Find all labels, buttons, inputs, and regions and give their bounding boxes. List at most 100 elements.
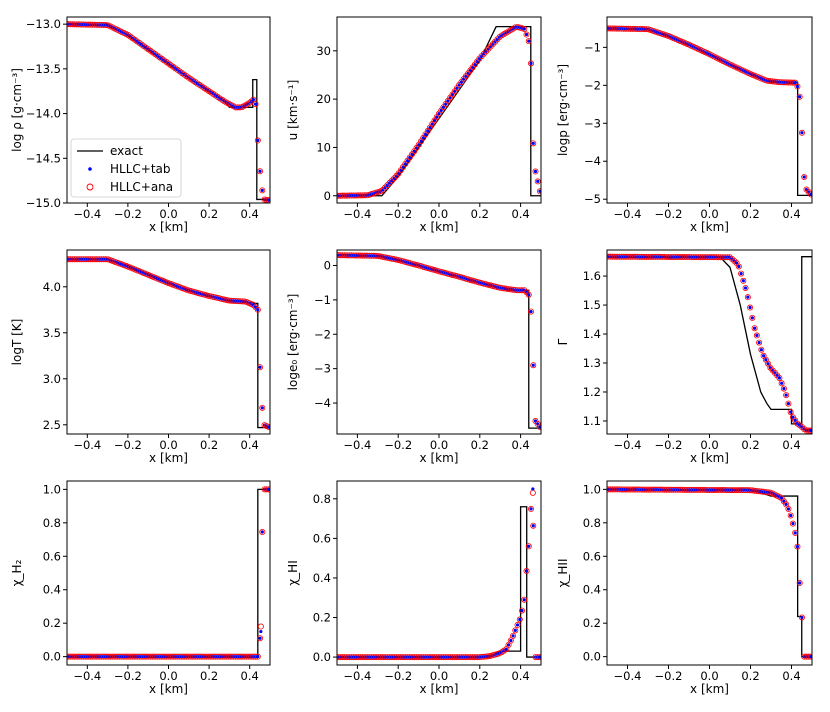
axes-frame [606,480,813,666]
y-tick-label: 1.0 [583,482,601,496]
x-tick-label: 0.4 [511,207,529,221]
x-tick-label: −0.2 [384,438,412,452]
y-tick-label: 0.6 [583,549,601,563]
y-tick-label: 0.4 [43,583,61,597]
ana-point [510,632,517,639]
tab-point [730,257,734,261]
ana-point [521,596,528,603]
y-axis-label: Γ [556,338,570,345]
y-tick-label: 1.0 [43,482,61,496]
x-tick-label: 0.0 [700,669,718,683]
y-tick-label: 10 [316,140,331,154]
ana-point [751,325,758,332]
tab-point [762,354,766,358]
tab-point [260,530,264,534]
panel-2: −0.4 −0.2 0.0 0.2 0.4 0 10 20 30 x [km] u [km·s⁻¹] [286,16,542,234]
ana-point [257,635,264,642]
tab-point [780,381,784,385]
y-tick-label: 0.6 [43,549,61,563]
tab-point [739,272,743,276]
tab-point [531,487,535,491]
y-tick-label: 1.2 [583,385,601,399]
tab-point [381,188,385,192]
exact-line [607,488,812,658]
y-tick-label: −4 [314,396,331,410]
x-tick-label: 0.2 [741,669,759,683]
ana-point [259,187,266,194]
ana-point [528,308,535,315]
ana-point [525,291,532,298]
tab-point [253,305,258,309]
tab-point [518,617,522,622]
x-tick-label: 0.0 [700,207,718,221]
x-tick-label: 0.4 [782,207,800,221]
tab-point [432,118,437,123]
ana-point [783,392,790,399]
ana-point [265,424,270,431]
tab-point [536,179,540,183]
y-tick-label: −2 [314,327,331,341]
ana-point [780,385,787,392]
x-tick-label: 0.0 [430,207,448,221]
tab-point [743,286,748,290]
ana-point [536,423,541,430]
x-tick-label: −0.4 [343,438,371,452]
x-axis-label: x [km] [420,220,459,234]
tab-point [524,569,529,573]
tab-point [524,290,529,294]
tab-point [256,138,260,143]
tab-point [789,410,793,414]
tab-point [419,139,423,143]
ana-point [523,31,530,38]
tab-point [260,406,264,410]
tab-point [524,32,529,37]
y-tick-label: 0.8 [583,516,601,530]
y-tick-label: −15.0 [26,196,61,210]
y-axis-label: logT [K] [10,319,24,366]
tab-point [531,141,535,145]
tab-point [258,365,262,369]
legend: exact HLLC+tab HLLC+ana [70,138,182,198]
tab-point [383,185,387,190]
tab-point [251,303,255,307]
ana-point [529,489,536,496]
tab-point [773,371,777,375]
tab-point [267,487,270,491]
axes-frame [336,480,542,666]
legend-label: HLLC+tab [110,162,171,176]
ana-point [744,294,751,301]
ana-point [257,168,264,175]
tab-point [538,425,541,429]
ana-point [519,607,526,614]
tab-point [795,544,800,549]
y-tick-label: 0.0 [583,650,601,664]
y-tick-label: −3 [314,362,331,376]
tab-point [746,295,750,299]
y-axis-label: χ_HI [286,560,300,586]
y-tick-label: 30 [316,44,331,58]
ana-point [259,529,266,536]
tab-point [800,615,804,620]
tab-point [804,187,809,192]
x-tick-label: 0.4 [782,669,800,683]
tab-point [520,608,524,613]
tab-point [417,143,421,147]
tab-point [509,638,513,643]
x-axis-label: x [km] [420,682,459,696]
legend-label: exact [110,144,143,158]
y-tick-label: 1.5 [583,298,601,312]
ana-point [532,168,539,175]
x-tick-label: 0.0 [159,669,177,683]
x-axis-label: x [km] [690,220,729,234]
y-tick-label: 1.4 [583,327,601,341]
x-tick-label: 0.0 [159,438,177,452]
x-tick-label: 0.2 [200,207,218,221]
y-tick-label: 0.2 [43,616,61,630]
ana-point [801,173,808,180]
tab-point [486,47,490,51]
y-tick-label: 4.0 [43,280,61,294]
y-tick-label: −14.5 [26,151,61,165]
tab-point [802,175,806,179]
tab-point [741,279,745,283]
